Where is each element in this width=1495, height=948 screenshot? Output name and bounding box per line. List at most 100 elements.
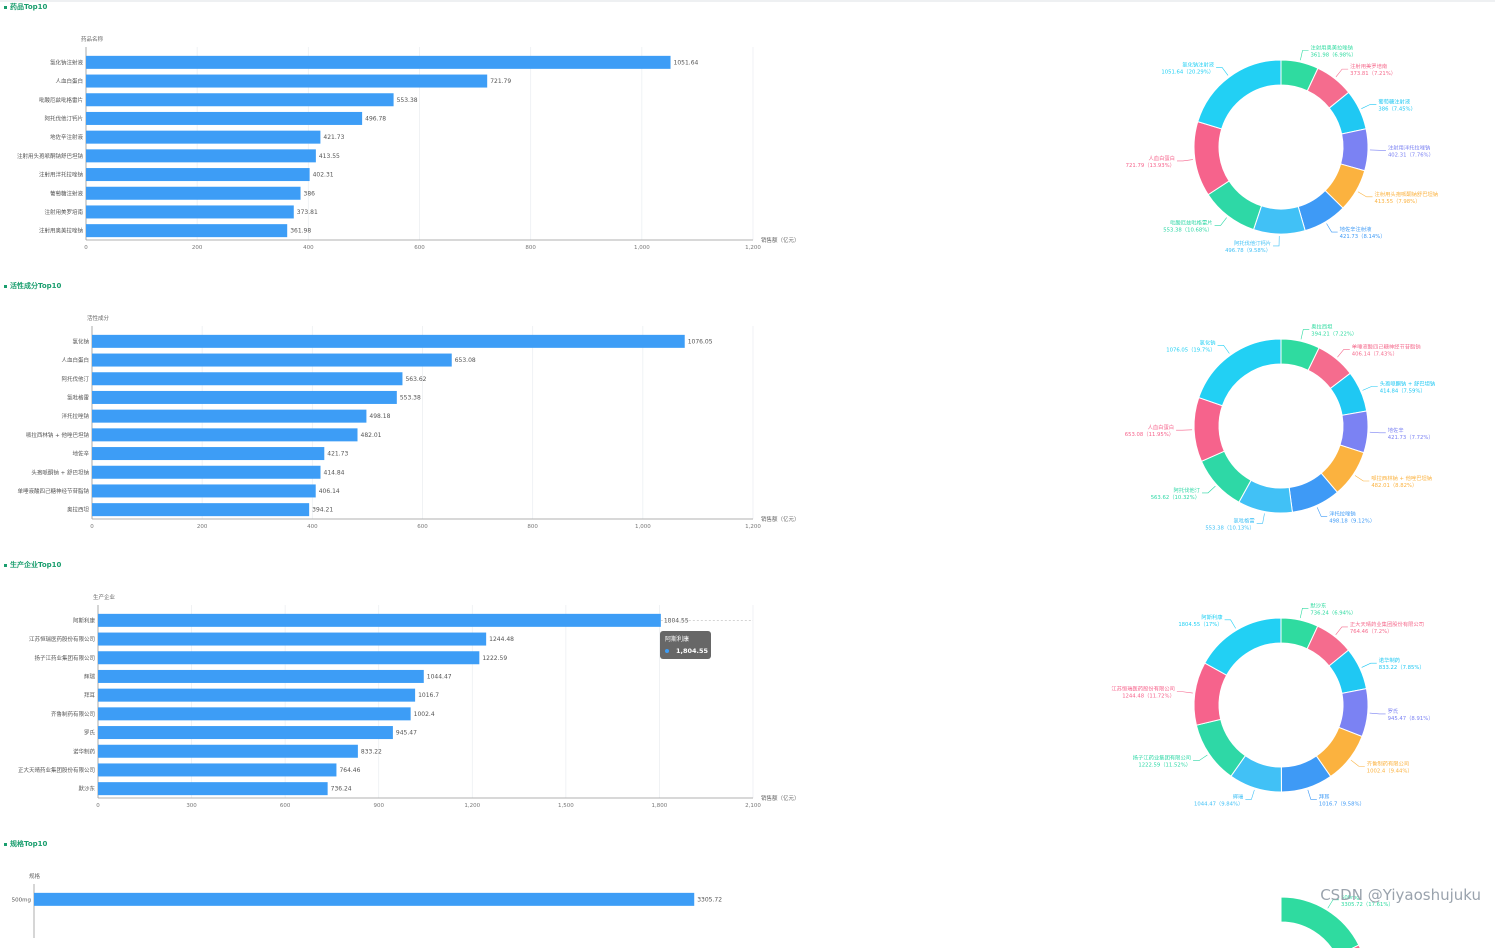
bar (86, 187, 301, 200)
value-label: 414.84 (324, 469, 345, 476)
pie-label-value: 1002.4（9.44%） (1367, 767, 1413, 774)
pie-leader-line (1362, 663, 1377, 667)
tick-label: 600 (280, 803, 291, 809)
value-label: 945.47 (396, 730, 417, 737)
category-label: 阿托伐他汀 (61, 375, 89, 383)
tick-label: 0 (96, 803, 100, 809)
pie-leader-line (1193, 755, 1207, 761)
category-label: 注射用美罗培南 (44, 208, 83, 216)
pie-leader-line (1300, 608, 1308, 618)
section-title: 药品Top10 (4, 2, 47, 12)
category-label: 扬子江药业集团有限公司 (34, 654, 95, 662)
pie-label-name: 阿托伐他汀钙片 (1234, 239, 1271, 247)
tick-label: 200 (197, 524, 208, 530)
category-label: 辉瑞 (84, 672, 96, 680)
category-label: 单唾液酸四己糖神经节苷脂钠 (17, 487, 89, 495)
pie-label-value: 373.81（7.21%） (1350, 70, 1396, 77)
pie-label-value: 1804.55（17%） (1178, 621, 1222, 628)
value-label: 394.21 (312, 507, 333, 514)
bar (98, 651, 479, 664)
tick-label: 900 (373, 803, 384, 809)
pie-label-value: 406.14（7.43%） (1352, 350, 1398, 357)
tooltip-name: 阿斯利康 (665, 635, 689, 643)
bar (98, 707, 411, 720)
pie-leader-line (1317, 507, 1327, 516)
pie-leader-line (1300, 50, 1308, 60)
pie-label-name: 单唾液酸四己糖神经节苷脂钠 (1352, 342, 1421, 350)
category-label: 正大天晴药业集团股份有限公司 (18, 766, 95, 774)
bar (86, 56, 671, 69)
tick-label: 200 (192, 245, 203, 251)
category-label: 地佐辛注射液 (50, 133, 84, 141)
value-label: 1804.55 (664, 617, 689, 624)
value-label: 553.38 (397, 97, 418, 104)
tooltip-marker (665, 649, 669, 653)
value-label: 498.18 (369, 413, 390, 420)
bar (98, 782, 328, 795)
pie-label-value: 496.78（9.58%） (1225, 247, 1271, 254)
pie-label-value: 421.73（8.14%） (1340, 233, 1386, 240)
category-label: 人血白蛋白 (55, 77, 83, 85)
pie-label-value: 1044.47（9.84%） (1194, 800, 1243, 807)
pie-label-value: 833.22（7.85%） (1379, 664, 1425, 671)
tick-label: 800 (525, 245, 536, 251)
pie-label-name: 人血白蛋白 (1148, 423, 1175, 431)
pie-label-name: 泮托拉唑钠 (1329, 509, 1356, 517)
pie-label-name: 注射用泮托拉唑钠 (1388, 143, 1430, 151)
category-label: 氯吡格雷 (67, 393, 90, 401)
pie-label-value: 945.47（8.91%） (1388, 715, 1434, 722)
value-label: 553.38 (400, 394, 421, 401)
tick-label: 300 (186, 803, 197, 809)
pie-label-value: 553.38（10.13%） (1205, 524, 1254, 531)
value-label: 373.81 (297, 209, 318, 216)
pie-label-name: 哌拉西林钠 + 他唑巴坦钠 (1371, 474, 1432, 482)
pie-label-name: 辉瑞 (1233, 792, 1244, 800)
pie-label-name: 吡酸厄兹吡格雷片 (1170, 218, 1212, 226)
value-label: 496.78 (365, 115, 386, 122)
category-label: 注射用头孢哌酮钠舒巴坦钠 (17, 152, 84, 160)
pie-leader-line (1337, 349, 1349, 357)
tick-label: 1,000 (635, 524, 651, 530)
tick-label: 600 (414, 245, 425, 251)
pie-label-name: 默沙东 (1310, 601, 1326, 609)
value-label: 3305.72 (697, 896, 722, 903)
value-label: 406.14 (319, 488, 340, 495)
category-label: 吡酸厄兹吡格雷片 (39, 96, 83, 104)
pie-leader-line (1301, 330, 1309, 340)
pie-leader-line (1216, 67, 1228, 75)
pie-label-name: 氯吡格雷 (1233, 516, 1254, 524)
category-label: 江苏恒瑞医药股份有限公司 (29, 635, 95, 643)
value-label: 736.24 (331, 786, 352, 793)
bar (86, 224, 287, 237)
pie-label-name: 注射用美罗培南 (1350, 62, 1387, 70)
donut-chart: 奥拉西坦394.21（7.22%）单唾液酸四己糖神经节苷脂钠406.14（7.4… (1100, 314, 1460, 544)
tooltip-value: 1,804.55 (676, 647, 709, 655)
tick-label: 1,500 (558, 803, 574, 809)
value-label: 482.01 (361, 432, 382, 439)
tick-label: 1,200 (464, 803, 480, 809)
bar (98, 726, 393, 739)
value-label: 1002.4 (414, 711, 435, 718)
category-label: 葡萄糖注射液 (50, 189, 84, 197)
pie-label-value: 482.01（8.82%） (1371, 482, 1417, 489)
bar (92, 484, 316, 497)
value-label: 413.55 (319, 153, 340, 160)
pie-label-value: 413.55（7.98%） (1375, 198, 1421, 205)
category-label: 注射用奥美拉唑钠 (39, 227, 84, 235)
category-label: 氯化钠 (72, 337, 89, 345)
value-label: 1016.7 (418, 692, 439, 699)
category-axis-label: 活性成分 (87, 314, 110, 322)
pie-leader-line (1358, 192, 1373, 197)
bar (92, 391, 397, 404)
tick-label: 1,200 (745, 524, 761, 530)
bar (86, 112, 362, 125)
category-label: 哌拉西林钠 + 他唑巴坦钠 (26, 431, 90, 439)
bar (98, 633, 486, 646)
category-label: 泮托拉唑钠 (61, 412, 89, 420)
bar (98, 689, 415, 702)
